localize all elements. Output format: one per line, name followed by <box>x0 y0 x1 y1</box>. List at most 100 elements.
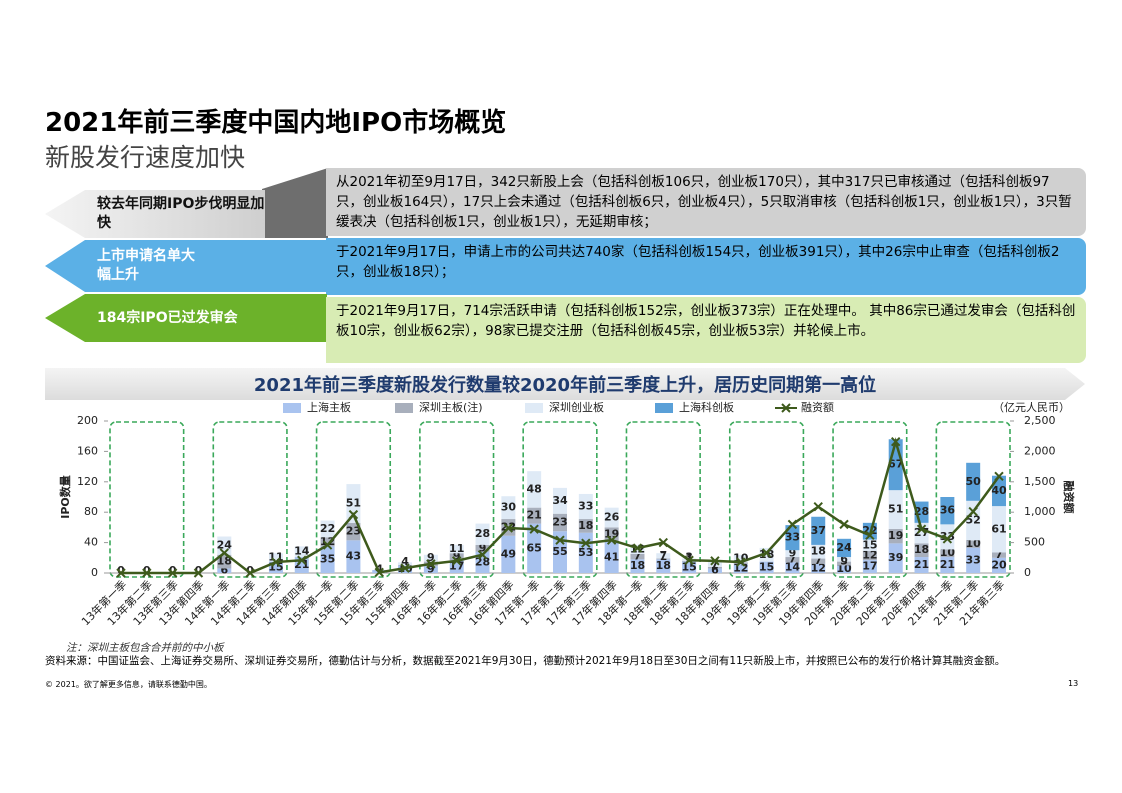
bar-segment <box>811 544 826 559</box>
data-label: 26 <box>604 511 620 524</box>
data-label: 33 <box>578 500 593 513</box>
line-marker <box>245 568 255 578</box>
bar-segment <box>940 549 955 558</box>
bar-segment <box>217 554 232 569</box>
y-tick-label: 0 <box>91 566 98 579</box>
y-tick-label: 120 <box>77 475 98 488</box>
bar-segment <box>604 527 619 542</box>
data-label: 51 <box>346 496 361 509</box>
bar-segment <box>940 557 955 573</box>
bar-segment <box>811 563 826 573</box>
bar-segment <box>268 553 283 562</box>
bar-segment <box>346 522 361 541</box>
data-label: 23 <box>346 525 361 538</box>
bar-segment <box>966 547 981 573</box>
legend-swatch <box>525 403 543 413</box>
data-label: 10 <box>940 546 956 559</box>
bar-segment <box>320 546 335 573</box>
data-label: 19 <box>604 528 619 541</box>
data-label: 33 <box>966 553 981 566</box>
y2-tick-label: 0 <box>1024 566 1031 579</box>
bar-segment <box>320 537 335 547</box>
y-axis-title: IPO数量 <box>58 475 72 519</box>
y-tick-label: 160 <box>77 444 98 457</box>
data-label: 24 <box>836 541 852 554</box>
data-label: 33 <box>785 531 800 544</box>
bar-segment <box>785 557 800 563</box>
bar-segment <box>475 544 490 552</box>
data-label: 7 <box>634 550 642 563</box>
bar-segment <box>449 553 464 561</box>
line-marker <box>761 548 772 558</box>
line-marker <box>710 556 720 566</box>
bar-segment <box>423 566 438 573</box>
bar-segment <box>992 552 1006 558</box>
bar-segment <box>527 507 542 524</box>
data-label: 18 <box>578 519 593 532</box>
bar-segment <box>527 523 542 573</box>
legend-label: 上海科创板 <box>679 400 734 414</box>
bar-segment <box>785 550 800 558</box>
bar-segment <box>294 546 309 558</box>
y-tick-label: 40 <box>84 536 98 549</box>
bar-segment <box>733 563 748 573</box>
line-marker <box>451 556 462 566</box>
line-marker <box>167 568 178 578</box>
data-label: 40 <box>991 484 1007 497</box>
highlight-label: 上市申请名单大幅上升 <box>45 240 327 292</box>
bar-segment <box>862 550 877 561</box>
bar-segment <box>785 562 800 573</box>
data-label: 10 <box>836 562 852 575</box>
data-label: 9 <box>453 550 461 563</box>
bar-segment <box>656 558 671 560</box>
data-label: 53 <box>578 546 593 559</box>
line-marker <box>142 568 152 578</box>
data-label: 6 <box>711 564 719 577</box>
bar-segment <box>966 500 981 541</box>
line-marker <box>529 524 539 534</box>
bar-segment <box>268 561 283 573</box>
bar-segment <box>346 484 361 523</box>
data-label: 0 <box>143 564 151 577</box>
bar-segment <box>837 565 852 573</box>
line-marker <box>322 540 333 550</box>
line-marker <box>865 530 875 541</box>
data-label: 48 <box>527 482 542 495</box>
data-label: 23 <box>552 515 567 528</box>
bar-segment <box>656 553 671 559</box>
data-label: 0 <box>169 564 177 577</box>
data-label: 10 <box>966 537 982 550</box>
data-label: 6 <box>220 564 228 577</box>
data-label: 7 <box>659 549 667 562</box>
data-label: 0 <box>195 564 203 577</box>
data-label: 14 <box>785 561 801 574</box>
bar-segment <box>707 561 722 567</box>
bar-segment <box>759 547 774 562</box>
bar-segment <box>475 523 490 545</box>
y2-tick-label: 2,500 <box>1024 414 1056 427</box>
bar-segment <box>966 540 981 548</box>
data-label: 50 <box>966 475 982 488</box>
bar-segment <box>811 558 826 564</box>
bar-segment <box>888 528 903 544</box>
highlight-label: 较去年同期IPO步伐明显加快 <box>45 190 265 238</box>
data-label: 35 <box>320 553 335 566</box>
bar-segment <box>966 462 981 501</box>
bar-segment <box>346 540 361 573</box>
line-marker <box>400 563 410 573</box>
bar-segment <box>862 560 877 573</box>
data-label: 21 <box>914 558 929 571</box>
bar-segment <box>604 507 619 528</box>
bar-segment <box>733 554 748 563</box>
data-label: 18 <box>914 543 929 556</box>
data-label: 67 <box>888 458 903 471</box>
line-marker <box>555 535 565 545</box>
data-label: 49 <box>501 547 516 560</box>
data-label: 61 <box>991 522 1006 535</box>
data-label: 55 <box>552 545 567 558</box>
data-label: 39 <box>888 551 903 564</box>
data-label: 12 <box>862 549 877 562</box>
highlight-text: 从2021年初至9月17日，342只新股上会（包括科创板106只，创业板170只… <box>326 168 1086 236</box>
data-label: 18 <box>656 559 671 572</box>
